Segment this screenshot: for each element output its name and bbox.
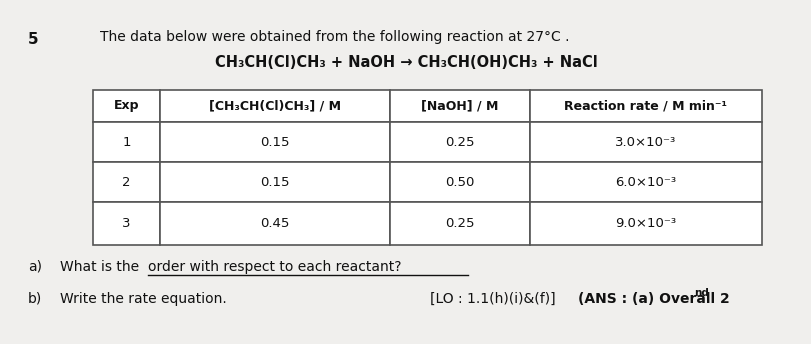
Text: [CH₃CH(Cl)CH₃] / M: [CH₃CH(Cl)CH₃] / M — [208, 99, 341, 112]
Text: 0.50: 0.50 — [444, 175, 474, 189]
Bar — [530, 90, 761, 122]
Text: nd: nd — [693, 288, 708, 298]
Text: 3.0×10⁻³: 3.0×10⁻³ — [615, 136, 676, 149]
Text: order with respect to each reactant?: order with respect to each reactant? — [148, 260, 401, 274]
Bar — [389, 90, 530, 122]
Text: 2: 2 — [122, 175, 131, 189]
Text: 0.15: 0.15 — [260, 175, 290, 189]
Text: 0.45: 0.45 — [260, 217, 290, 230]
Text: b): b) — [28, 292, 42, 306]
Text: (ANS : (a) Overall 2: (ANS : (a) Overall 2 — [577, 292, 729, 306]
Text: 9.0×10⁻³: 9.0×10⁻³ — [615, 217, 676, 230]
Text: 5: 5 — [28, 32, 39, 47]
Bar — [93, 90, 160, 122]
Text: 0.15: 0.15 — [260, 136, 290, 149]
Bar — [160, 90, 389, 122]
Bar — [160, 202, 389, 245]
Text: Reaction rate / M min⁻¹: Reaction rate / M min⁻¹ — [564, 99, 727, 112]
Text: Exp: Exp — [114, 99, 139, 112]
Text: 3: 3 — [122, 217, 131, 230]
Bar — [389, 162, 530, 202]
Bar — [389, 122, 530, 162]
Text: 0.25: 0.25 — [444, 136, 474, 149]
Text: CH₃CH(Cl)CH₃ + NaOH → CH₃CH(OH)CH₃ + NaCl: CH₃CH(Cl)CH₃ + NaOH → CH₃CH(OH)CH₃ + NaC… — [214, 55, 597, 70]
Bar — [530, 122, 761, 162]
Text: What is the: What is the — [60, 260, 144, 274]
Text: 6.0×10⁻³: 6.0×10⁻³ — [615, 175, 676, 189]
Text: Write the rate equation.: Write the rate equation. — [60, 292, 226, 306]
Bar — [93, 122, 160, 162]
Text: 0.25: 0.25 — [444, 217, 474, 230]
Text: 1: 1 — [122, 136, 131, 149]
Text: [NaOH] / M: [NaOH] / M — [421, 99, 498, 112]
Bar — [93, 202, 160, 245]
Text: [LO : 1.1(h)(i)&(f)]: [LO : 1.1(h)(i)&(f)] — [430, 292, 555, 306]
Bar — [93, 162, 160, 202]
Bar — [160, 122, 389, 162]
Bar — [530, 162, 761, 202]
Bar — [389, 202, 530, 245]
Bar — [530, 202, 761, 245]
Text: a): a) — [28, 260, 42, 274]
Text: The data below were obtained from the following reaction at 27°C .: The data below were obtained from the fo… — [100, 30, 569, 44]
Bar — [160, 162, 389, 202]
